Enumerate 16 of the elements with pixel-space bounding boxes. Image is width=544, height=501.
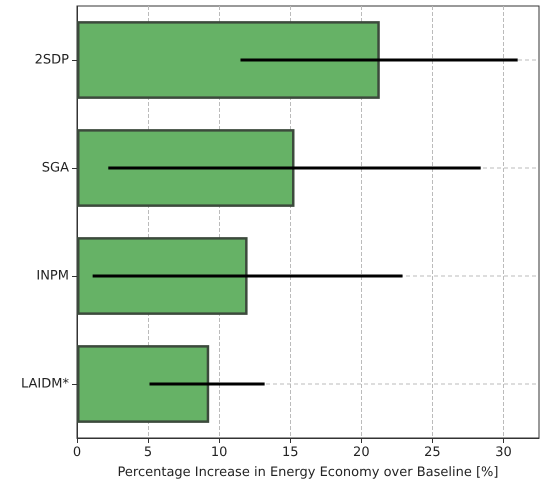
y-tick-label: INPM: [36, 268, 69, 284]
x-tick-label: 10: [210, 445, 228, 460]
bar: [77, 129, 294, 207]
x-tick-label: 25: [424, 445, 441, 460]
x-axis-title: Percentage Increase in Energy Economy over Baseline [%]: [118, 465, 498, 480]
x-tick-label: 15: [282, 445, 299, 460]
x-tick-label: 20: [353, 445, 370, 460]
bar: [77, 345, 210, 423]
x-tick-label: 5: [144, 445, 152, 460]
y-tick-label: SGA: [42, 160, 70, 176]
x-tick-label: 30: [495, 445, 512, 460]
x-tick-label: 0: [72, 445, 82, 460]
bar: [77, 21, 380, 99]
y-tick-label: 2SDP: [34, 52, 70, 68]
bar: [77, 237, 248, 315]
y-tick-label: LAIDM*: [21, 376, 70, 392]
